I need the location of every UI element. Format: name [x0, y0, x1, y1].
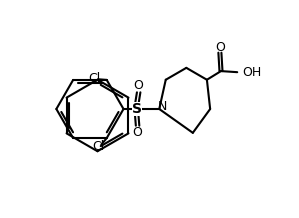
Text: O: O — [215, 41, 225, 54]
Text: OH: OH — [243, 66, 262, 79]
Text: Cl: Cl — [92, 140, 104, 153]
Text: Cl: Cl — [89, 72, 101, 85]
Text: O: O — [134, 79, 144, 92]
Text: S: S — [132, 102, 141, 116]
Text: O: O — [133, 126, 143, 139]
Text: N: N — [157, 100, 167, 113]
